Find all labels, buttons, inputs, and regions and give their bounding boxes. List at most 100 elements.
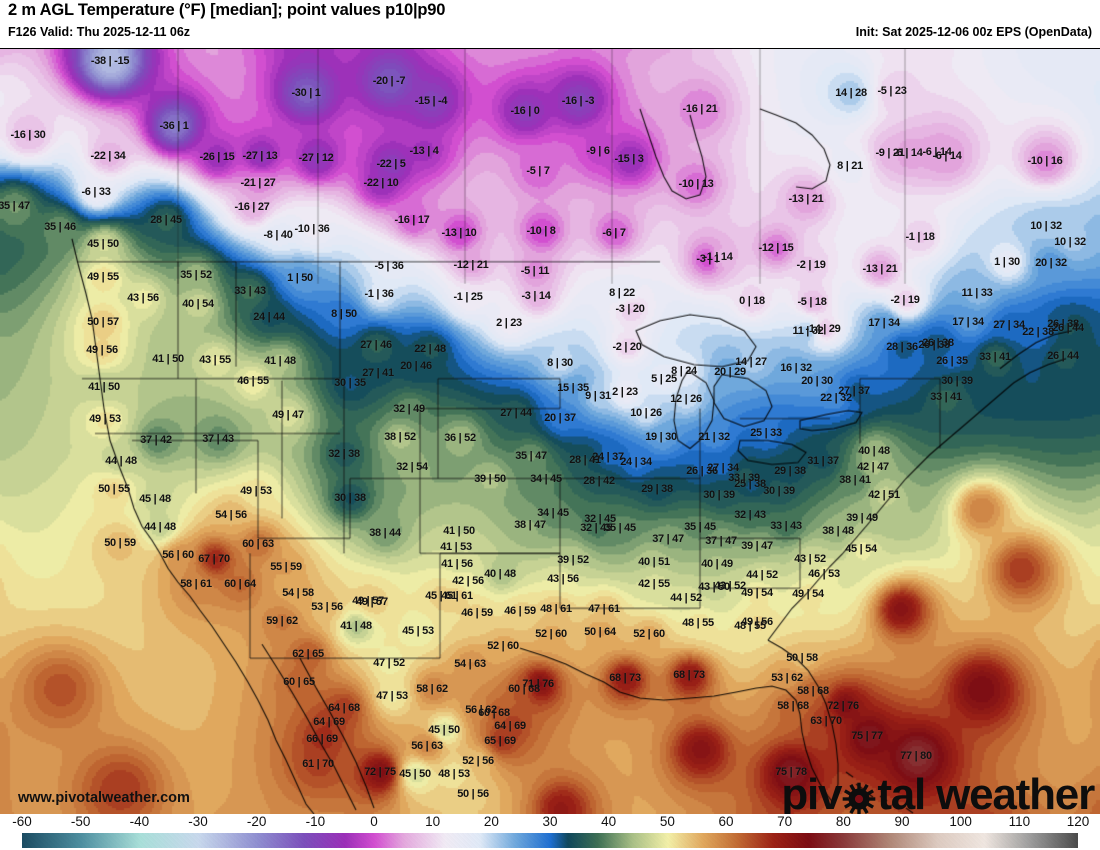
point-value-label: 46 | 53 [808,568,840,580]
point-value-label: 34 | 45 [530,473,562,485]
point-value-label: 26 | 36 [686,465,718,477]
point-value-label: 34 | 45 [537,507,569,519]
point-value-label: 40 | 48 [858,445,890,457]
point-value-label: 24 | 34 [620,456,652,468]
point-value-label: 9 | 31 [585,390,611,402]
point-value-label: 64 | 68 [328,702,360,714]
point-value-label: 8 | 24 [671,365,697,377]
point-value-label: 50 | 55 [98,483,130,495]
point-value-label: 44 | 52 [670,592,702,604]
color-scale-tick: -50 [70,814,91,829]
point-value-label: 35 | 47 [515,450,547,462]
color-scale: -60 -50 -40 -30 -20 -10 0 10 20 30 40 50 60 70 80 90 100… [0,814,1100,850]
color-scale-tick: 100 [949,814,972,829]
point-value-label: 60 | 64 [224,578,256,590]
point-value-label: 29 | 38 [641,483,673,495]
point-value-label: -36 | 1 [159,120,189,132]
logo-text-part2: tal weather [877,770,1095,814]
point-value-label: 75 | 77 [851,730,883,742]
point-value-label: 37 | 42 [140,434,172,446]
point-value-label: 63 | 70 [810,715,842,727]
color-scale-tick: 10 [425,814,441,829]
point-value-label: 1 | 50 [287,272,313,284]
point-value-label: 68 | 73 [673,669,705,681]
point-value-label: 22 | 32 [820,392,852,404]
point-value-label: 10 | 26 [630,407,662,419]
point-value-label: 36 | 52 [444,432,476,444]
point-value-label: -10 | 8 [526,225,556,237]
point-value-label: 0 | 18 [739,295,765,307]
point-value-label: 22 | 38 [1022,326,1054,338]
point-value-label: -22 | 34 [90,150,126,162]
point-value-label: -10 | 36 [294,223,330,235]
valid-time-label: F126 Valid: Thu 2025-12-11 06z [8,25,191,39]
point-value-label: 49 | 54 [792,588,824,600]
point-value-label: -5 | 18 [797,296,827,308]
point-value-label: 38 | 52 [384,431,416,443]
point-value-label: 46 | 59 [461,607,493,619]
point-value-label: 35 | 46 [44,221,76,233]
color-scale-tick: 30 [542,814,558,829]
color-scale-tick: -20 [246,814,267,829]
point-value-label: 45 | 50 [399,768,431,780]
point-value-label: 20 | 32 [1035,257,1067,269]
point-value-label: -6 | 14 [922,146,952,158]
point-value-label: 53 | 56 [311,601,343,613]
point-value-label: 45 | 61 [441,590,473,602]
point-value-label: 28 | 45 [150,214,182,226]
point-value-label: 53 | 62 [771,672,803,684]
color-scale-tick: -60 [12,814,32,829]
color-scale-tick: 110 [1008,814,1031,829]
point-value-label: 49 | 47 [272,409,304,421]
point-value-label: 64 | 69 [313,716,345,728]
point-value-label: 49 | 56 [86,344,118,356]
point-value-label: 41 | 50 [88,381,120,393]
temperature-map[interactable]: -16 | 30 35 | 47 -22 | 34 -38 | -15 -36 | 1 -… [0,48,1100,814]
point-value-label: 49 | 55 [87,271,119,283]
point-value-label: 68 | 73 [609,672,641,684]
point-value-label: 52 | 60 [487,640,519,652]
point-value-label: 27 | 37 [838,385,870,397]
point-value-label: 45 | 54 [845,543,877,555]
point-value-label: 33 | 43 [770,520,802,532]
point-value-label: 35 | 45 [604,522,636,534]
color-scale-bar [22,833,1078,848]
point-value-label: 77 | 80 [900,750,932,762]
point-value-label: 50 | 58 [786,652,818,664]
point-value-label: -26 | 15 [199,151,235,163]
point-value-label: -5 | 11 [520,265,550,277]
point-value-label: 28 | 36 [886,341,918,353]
point-value-label: -12 | 21 [453,259,489,271]
point-value-label: -16 | 21 [682,103,718,115]
pivotal-weather-logo: piv tal weather [781,770,1095,814]
point-value-label: 26 | 38 [922,337,954,349]
point-value-label: 21 | 32 [698,431,730,443]
point-value-label: 32 | 54 [396,461,428,473]
point-value-label: 39 | 49 [846,512,878,524]
point-value-label: 48 | 55 [734,620,766,632]
point-value-label: 26 | 38 [1047,318,1079,330]
point-value-label: 12 | 26 [670,393,702,405]
point-value-label: 43 | 55 [199,354,231,366]
point-value-label: 50 | 59 [104,537,136,549]
point-value-label: -27 | 12 [298,152,334,164]
point-value-label: -3 | 14 [521,290,551,302]
point-value-label: -13 | 21 [862,263,898,275]
point-value-label: 39 | 50 [474,473,506,485]
point-value-label: 45 | 48 [139,493,171,505]
point-value-label: -16 | 17 [394,214,430,226]
point-value-label: 44 | 48 [144,521,176,533]
point-value-label: 56 | 60 [162,549,194,561]
point-value-label: -3 | 20 [615,303,645,315]
point-value-label: -20 | -7 [372,75,406,87]
point-value-label: 43 | 52 [714,580,746,592]
point-value-label: -16 | 0 [510,105,540,117]
logo-text-part1: piv [781,770,842,814]
point-value-label: 24 | 44 [253,311,285,323]
point-value-label: 25 | 33 [750,427,782,439]
point-value-label: 45 | 50 [87,238,119,250]
point-value-label: 29 | 38 [774,465,806,477]
point-value-label: 55 | 59 [270,561,302,573]
point-value-label: 37 | 43 [202,433,234,445]
point-value-label: 37 | 47 [705,535,737,547]
